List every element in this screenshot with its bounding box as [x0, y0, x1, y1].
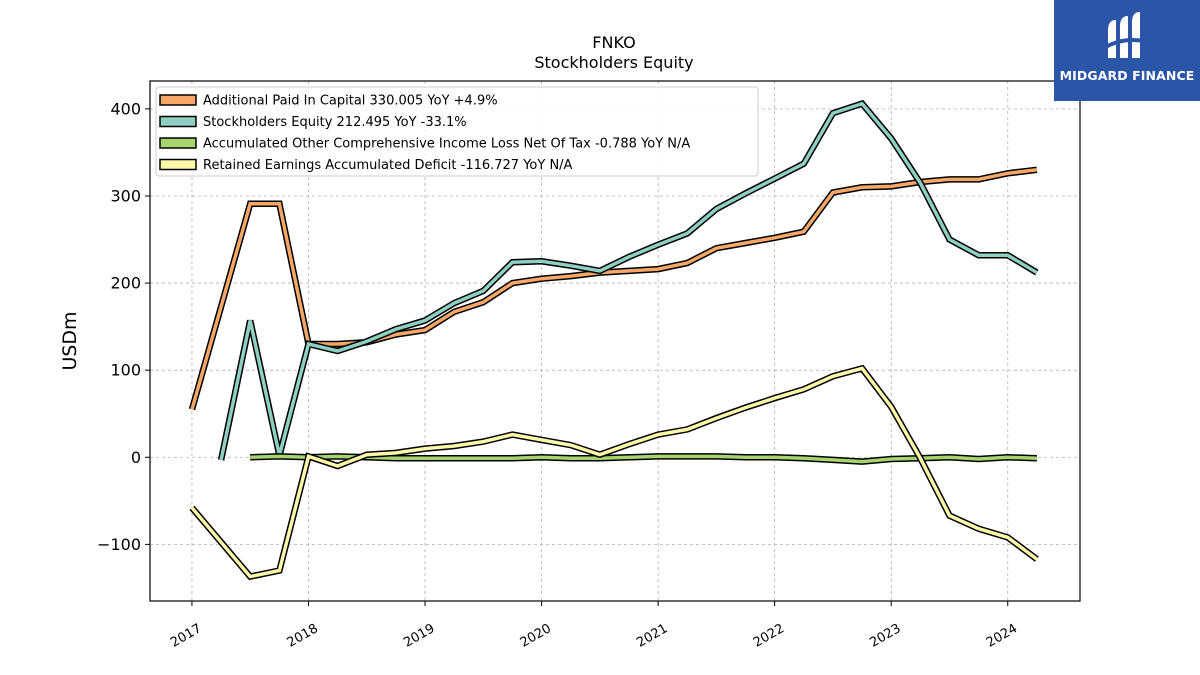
series-1 [188, 166, 1038, 411]
legend-swatch [159, 115, 197, 128]
y-tick-label: −100 [97, 535, 141, 554]
x-tick-label: 2018 [285, 621, 321, 651]
x-tick-label: 2023 [867, 621, 903, 651]
y-tick-label: 200 [110, 274, 141, 293]
x-tick-label: 2024 [984, 621, 1020, 651]
legend-swatch [159, 137, 197, 149]
midgard-finance-logo: MIDGARD FINANCE [1054, 0, 1200, 101]
legend: Additional Paid In Capital 330.005 YoY +… [155, 86, 759, 177]
legend-label: Retained Earnings Accumulated Deficit -1… [203, 158, 573, 173]
y-tick-label: 100 [110, 361, 141, 380]
legend-box [155, 86, 759, 177]
legend-label: Stockholders Equity 212.495 YoY -33.1% [203, 115, 467, 130]
legend-label: Accumulated Other Comprehensive Income L… [203, 137, 690, 152]
series-line-outline [189, 364, 1039, 581]
y-tick-label: 0 [131, 448, 141, 467]
x-tick-label: 2021 [634, 621, 670, 651]
legend-label: Additional Paid In Capital 330.005 YoY +… [203, 94, 498, 109]
legend-swatch [159, 158, 197, 171]
series-3 [250, 453, 1038, 465]
x-axis: 2017 2018 2019 2020 2021 2022 2023 2024 [168, 601, 1020, 651]
legend-swatch [159, 94, 197, 106]
series-4 [189, 364, 1039, 581]
x-tick-label: 2022 [751, 621, 787, 651]
chart-title: FNKO [592, 33, 635, 52]
y-axis: −100 0 100 200 300 400 [97, 99, 150, 554]
series-2 [217, 99, 1039, 461]
series-line-outline [188, 166, 1038, 411]
y-tick-label: 300 [110, 186, 141, 205]
y-tick-label: 400 [110, 99, 141, 118]
chart-subtitle: Stockholders Equity [534, 53, 693, 72]
x-tick-label: 2019 [401, 621, 437, 651]
x-tick-label: 2020 [518, 621, 554, 651]
y-axis-label: USDm [59, 311, 81, 370]
series-line [250, 454, 1037, 464]
series-line [190, 168, 1038, 410]
plot-area [149, 80, 1081, 602]
x-tick-label: 2017 [168, 621, 204, 651]
logo-text: MIDGARD FINANCE [1059, 68, 1195, 83]
series-line [219, 101, 1038, 461]
series-line [190, 366, 1038, 579]
series-lines [188, 99, 1039, 581]
midgard-logo-icon [1102, 12, 1149, 58]
